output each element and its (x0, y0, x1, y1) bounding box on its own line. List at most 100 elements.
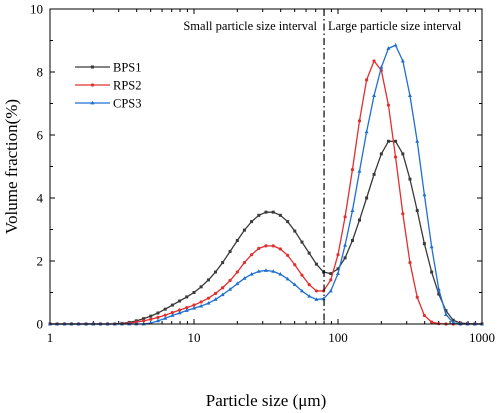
data-point (430, 270, 434, 274)
legend-item-bps1: BPS1 (75, 61, 142, 75)
data-point (350, 208, 355, 212)
data-point (213, 270, 217, 274)
x-tick-label: 100 (328, 330, 348, 345)
data-point (221, 261, 225, 265)
data-point (192, 291, 196, 294)
data-point (314, 289, 319, 293)
data-point (422, 313, 426, 318)
data-point (177, 308, 182, 312)
x-tick-label: 10 (188, 330, 201, 345)
data-point (142, 319, 146, 323)
data-point (185, 306, 189, 310)
data-point (451, 320, 456, 325)
data-point (314, 262, 318, 266)
data-point (199, 300, 203, 304)
data-point (437, 292, 441, 296)
y-tick-label: 6 (37, 128, 44, 143)
data-point (429, 244, 434, 249)
data-point (250, 220, 254, 224)
data-point (177, 310, 182, 315)
legend-label: RPS2 (113, 79, 142, 93)
data-point (350, 168, 355, 172)
data-point (263, 268, 268, 272)
axis-ticks: 1 10 100 1000 0 2 4 6 8 10 (30, 2, 495, 346)
data-point (249, 253, 254, 257)
data-point (415, 209, 419, 213)
data-point (206, 301, 211, 305)
data-point (170, 303, 174, 307)
data-point (249, 272, 254, 276)
data-point (443, 312, 448, 316)
data-point (357, 169, 362, 173)
data-point (271, 244, 275, 248)
data-point (286, 253, 290, 257)
data-point (170, 311, 175, 315)
data-point (372, 172, 376, 176)
data-point (199, 303, 204, 308)
data-point (286, 220, 290, 224)
data-point (393, 155, 398, 159)
y-tick-label: 8 (37, 65, 44, 80)
data-point (293, 263, 297, 267)
annotation-small-interval: Small particle size interval (183, 19, 317, 33)
data-point (394, 139, 398, 143)
data-point (343, 243, 348, 247)
data-point (307, 294, 312, 298)
x-tick-label: 1 (47, 330, 54, 345)
data-point (271, 210, 275, 214)
x-tick-label: 1000 (469, 330, 495, 345)
data-point (336, 267, 340, 271)
data-point (329, 278, 333, 282)
data-point (192, 306, 196, 310)
y-tick-label: 10 (30, 2, 43, 17)
plot-frame (49, 8, 483, 325)
data-point (364, 129, 369, 134)
data-point (400, 58, 405, 63)
data-point (444, 309, 448, 313)
data-point (228, 287, 233, 291)
data-point (271, 269, 276, 273)
data-point (350, 239, 354, 243)
data-point (393, 43, 398, 47)
data-point (336, 271, 340, 275)
y-tick-label: 0 (37, 317, 44, 332)
data-point (163, 313, 167, 317)
data-point (149, 314, 153, 318)
data-point (292, 282, 297, 287)
data-point (213, 291, 218, 296)
series-rps2 (48, 59, 484, 326)
y-tick-label: 2 (37, 254, 44, 269)
data-point (343, 256, 347, 260)
y-axis-title: Volume fraction(%) (2, 99, 21, 234)
data-point (142, 317, 146, 321)
data-point (401, 152, 405, 156)
data-point (221, 286, 225, 290)
data-point (242, 260, 247, 265)
data-point (156, 315, 160, 319)
data-point (357, 218, 361, 222)
data-point (206, 278, 210, 282)
data-point (178, 299, 182, 303)
data-point (386, 103, 391, 107)
data-point (408, 260, 412, 265)
data-point (163, 316, 168, 320)
data-point (386, 46, 391, 50)
data-point (314, 297, 319, 301)
data-point (365, 78, 369, 82)
legend: BPS1 RPS2 CPS3 (75, 61, 142, 111)
data-point (336, 253, 340, 257)
data-point (278, 247, 282, 251)
data-point (149, 317, 153, 321)
data-point (256, 269, 261, 273)
data-point (307, 251, 311, 255)
data-point (300, 273, 304, 277)
data-point (199, 285, 203, 289)
data-point (163, 307, 167, 311)
data-point (415, 295, 419, 299)
data-point (264, 210, 268, 214)
data-point (170, 313, 175, 317)
data-point (293, 229, 297, 233)
data-point (213, 297, 218, 301)
data-point (278, 272, 283, 276)
